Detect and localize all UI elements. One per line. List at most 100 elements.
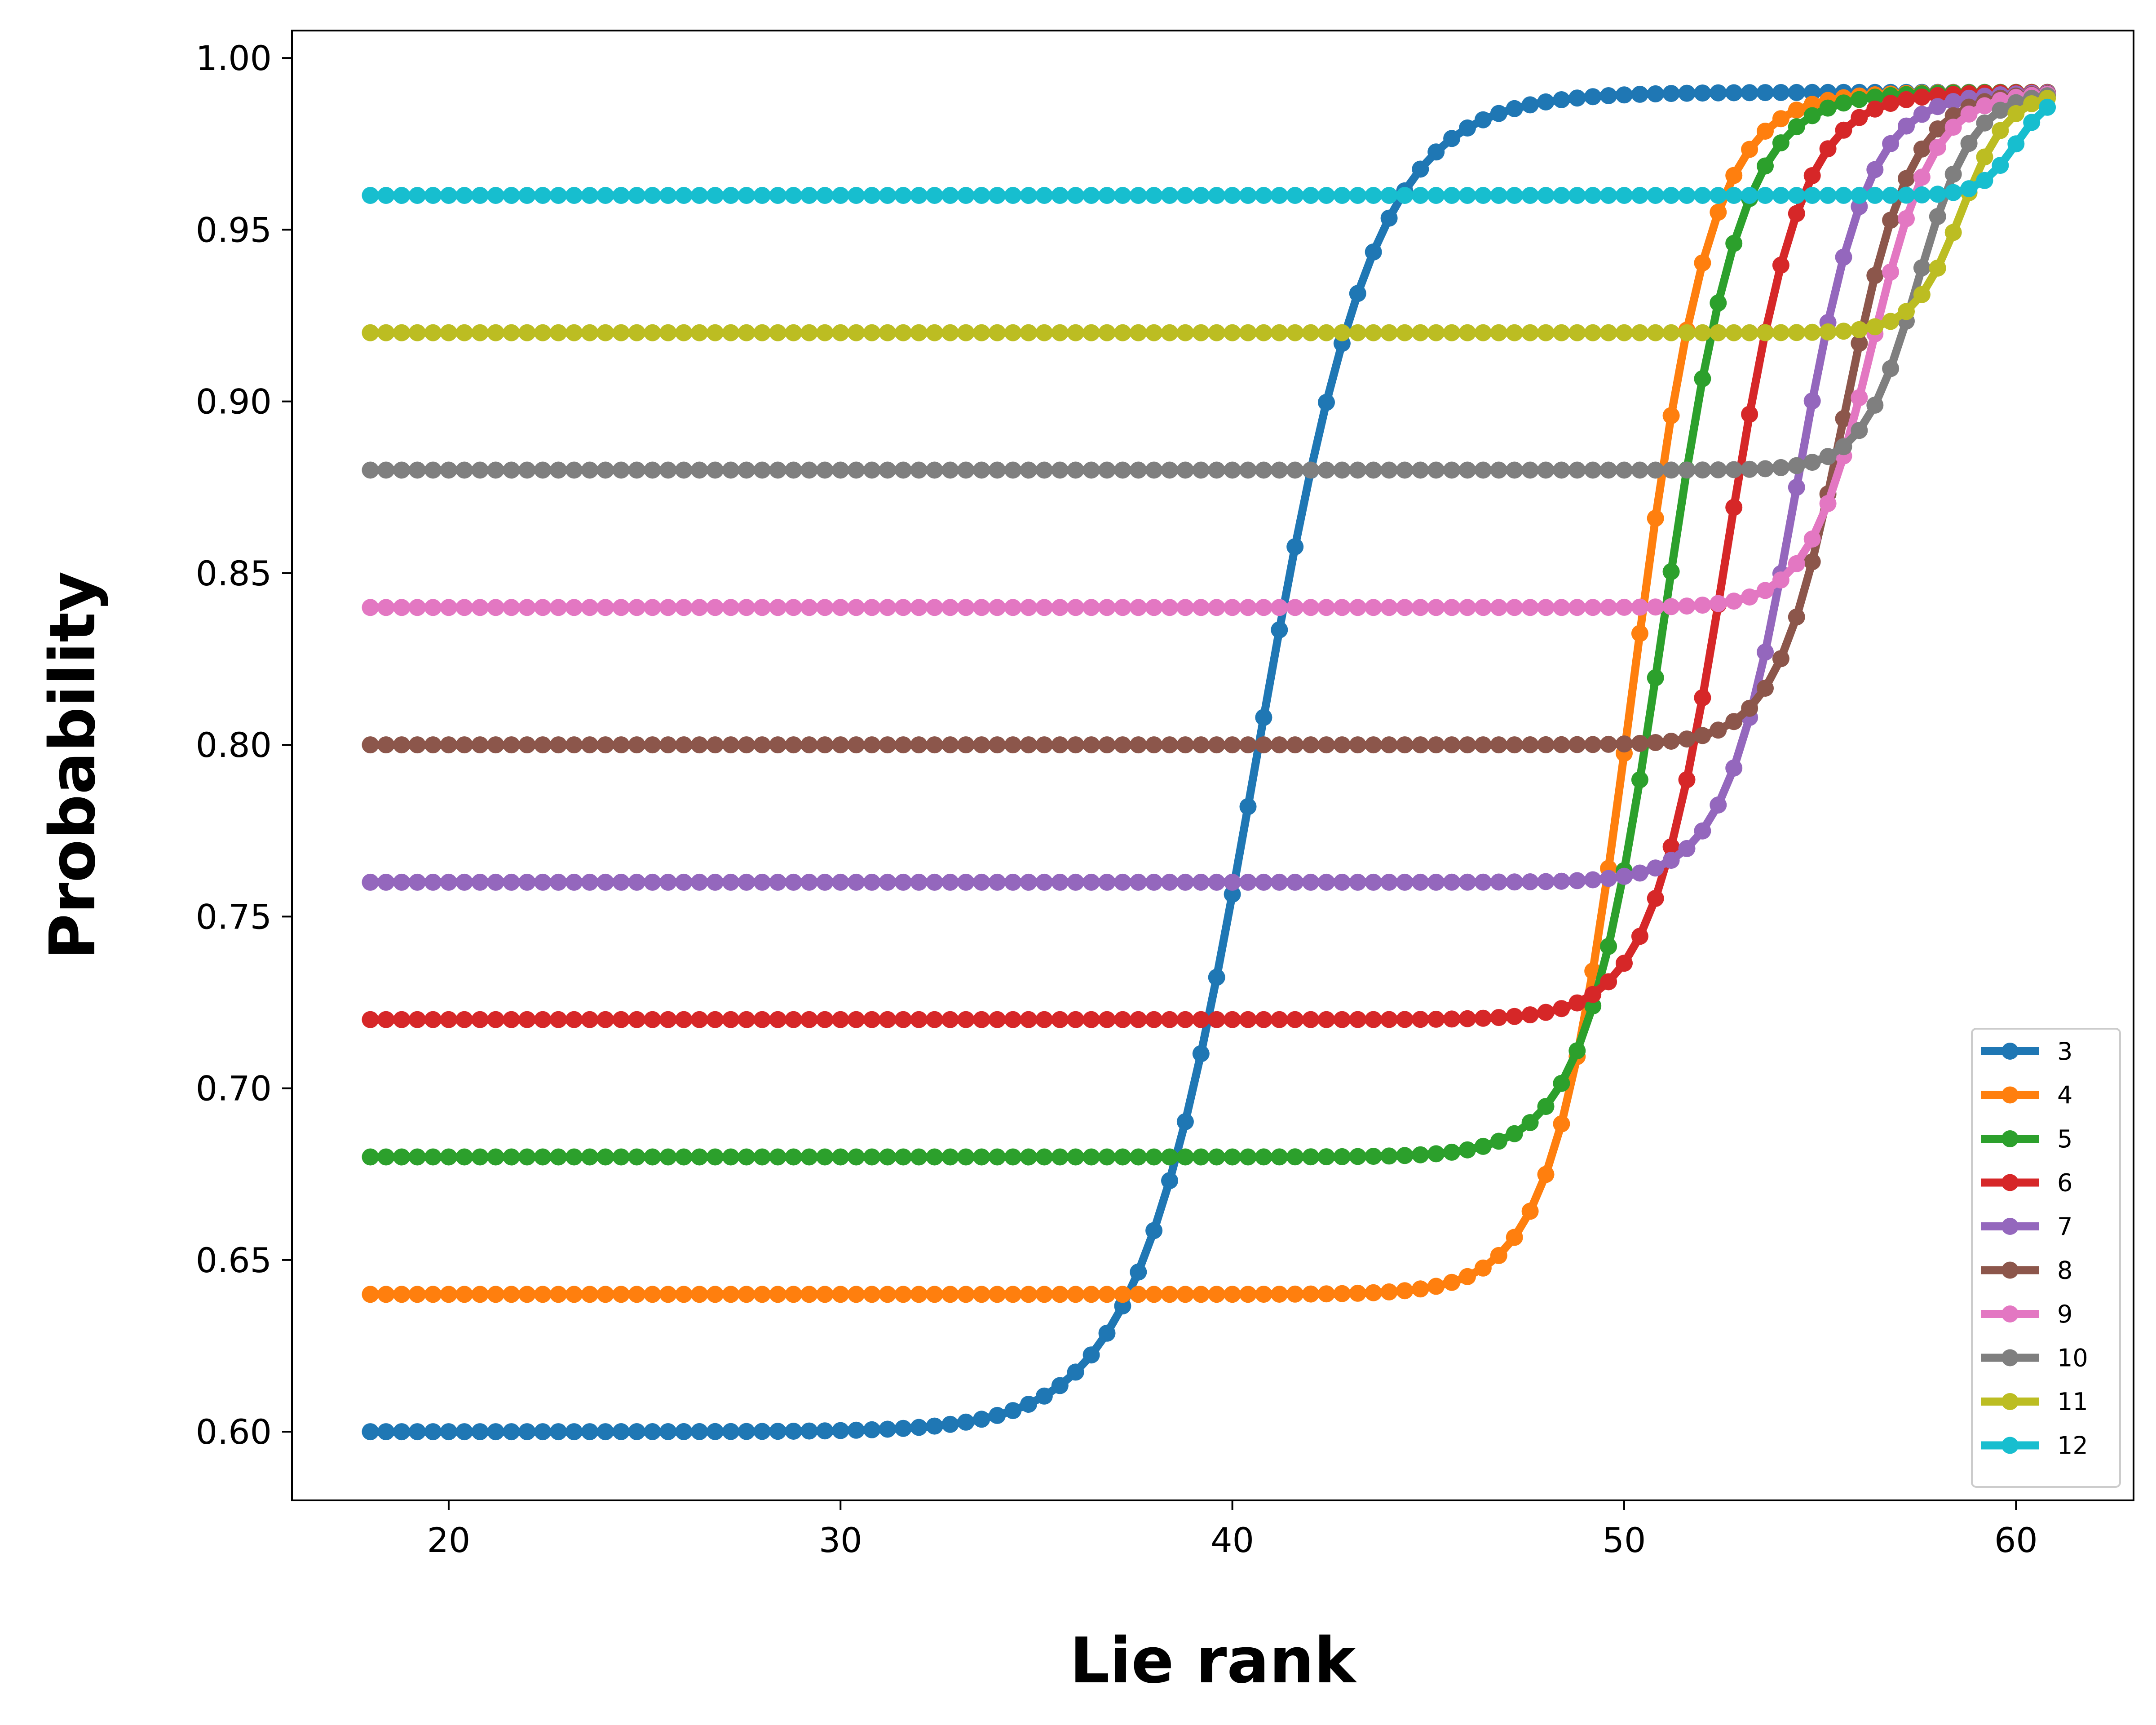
data-point — [753, 1148, 771, 1166]
data-point — [785, 1148, 802, 1166]
data-point — [1788, 608, 1805, 626]
data-point — [1631, 324, 1648, 341]
data-point — [1239, 599, 1257, 616]
data-point — [1521, 873, 1539, 890]
data-point — [440, 1011, 457, 1028]
data-point — [1803, 187, 1821, 204]
x-axis: 20 30 40 50 60 — [427, 1500, 2038, 1560]
data-point — [738, 187, 755, 204]
data-point — [1380, 187, 1398, 204]
data-point — [1616, 461, 1633, 479]
data-point — [1662, 187, 1680, 204]
data-point — [1318, 461, 1335, 479]
data-point — [2023, 114, 2041, 131]
data-point — [1004, 873, 1022, 891]
data-point — [1067, 1363, 1084, 1381]
data-point — [1349, 461, 1366, 479]
data-point — [2039, 98, 2056, 116]
data-point — [550, 461, 567, 479]
data-point — [1161, 1172, 1178, 1190]
data-point — [471, 873, 489, 891]
data-point — [1349, 736, 1366, 754]
data-point — [1396, 187, 1414, 204]
data-point — [894, 873, 912, 891]
data-point — [1710, 187, 1727, 204]
data-point — [1459, 187, 1476, 204]
data-point — [738, 1148, 755, 1166]
data-point — [1114, 1011, 1131, 1028]
data-point — [424, 187, 442, 204]
data-point — [1396, 736, 1414, 754]
data-point — [1239, 1011, 1257, 1028]
data-point — [1380, 1011, 1398, 1028]
data-point — [424, 1423, 442, 1441]
data-point — [848, 1286, 865, 1303]
data-point — [894, 1011, 912, 1028]
data-point — [1553, 1075, 1570, 1092]
data-point — [1459, 599, 1476, 616]
data-point — [1600, 187, 1617, 204]
data-point — [1365, 873, 1382, 891]
y-axis-label: Probability — [36, 571, 110, 960]
data-point — [1365, 1148, 1382, 1165]
y-tick-label: 0.65 — [196, 1240, 272, 1280]
data-point — [691, 187, 708, 204]
data-point — [910, 873, 928, 891]
data-point — [1694, 370, 1711, 387]
data-point — [1662, 563, 1680, 580]
data-point — [1710, 203, 1727, 221]
data-point — [1678, 730, 1696, 748]
data-point — [1224, 736, 1241, 754]
data-point — [487, 324, 504, 341]
data-point — [1568, 324, 1586, 341]
data-point — [1929, 186, 1946, 203]
series-8 — [362, 85, 2056, 754]
data-point — [409, 1148, 426, 1166]
data-point — [1396, 1282, 1414, 1300]
data-point — [503, 599, 520, 616]
data-point — [1130, 1011, 1147, 1028]
data-point — [863, 324, 881, 341]
data-point — [1145, 187, 1163, 204]
legend-item-3: 3 — [1981, 1037, 2072, 1066]
data-point — [1271, 599, 1288, 616]
data-point — [1035, 324, 1053, 341]
data-point — [863, 1148, 881, 1166]
data-point — [1082, 1346, 1100, 1364]
data-point — [1725, 84, 1743, 102]
data-point — [455, 461, 473, 479]
data-point — [1757, 582, 1774, 599]
data-point — [989, 599, 1006, 616]
data-point — [1741, 141, 1758, 158]
data-point — [1662, 461, 1680, 479]
data-point — [1333, 324, 1351, 341]
data-point — [1302, 324, 1320, 341]
data-point — [1067, 1148, 1084, 1166]
data-point — [644, 1011, 661, 1028]
x-tick-label: 60 — [1994, 1520, 2038, 1560]
data-point — [910, 1286, 928, 1303]
data-point — [550, 1148, 567, 1166]
data-point — [1898, 117, 1915, 135]
legend-label: 11 — [2057, 1388, 2088, 1416]
data-point — [1380, 736, 1398, 754]
legend-label: 12 — [2057, 1432, 2088, 1460]
data-point — [926, 736, 943, 754]
data-point — [1662, 598, 1680, 615]
data-point — [879, 187, 896, 204]
data-point — [659, 1148, 677, 1166]
data-point — [973, 873, 990, 891]
data-point — [941, 736, 959, 754]
data-point — [440, 599, 457, 616]
data-point — [1176, 187, 1194, 204]
data-point — [753, 187, 771, 204]
data-point — [1239, 324, 1257, 341]
y-tick-label: 0.70 — [196, 1069, 272, 1109]
data-point — [1412, 1146, 1429, 1163]
data-point — [503, 1286, 520, 1303]
data-point — [1647, 461, 1664, 479]
data-point — [471, 1148, 489, 1166]
data-point — [455, 1286, 473, 1303]
data-point — [1286, 736, 1304, 754]
data-point — [738, 1286, 755, 1303]
